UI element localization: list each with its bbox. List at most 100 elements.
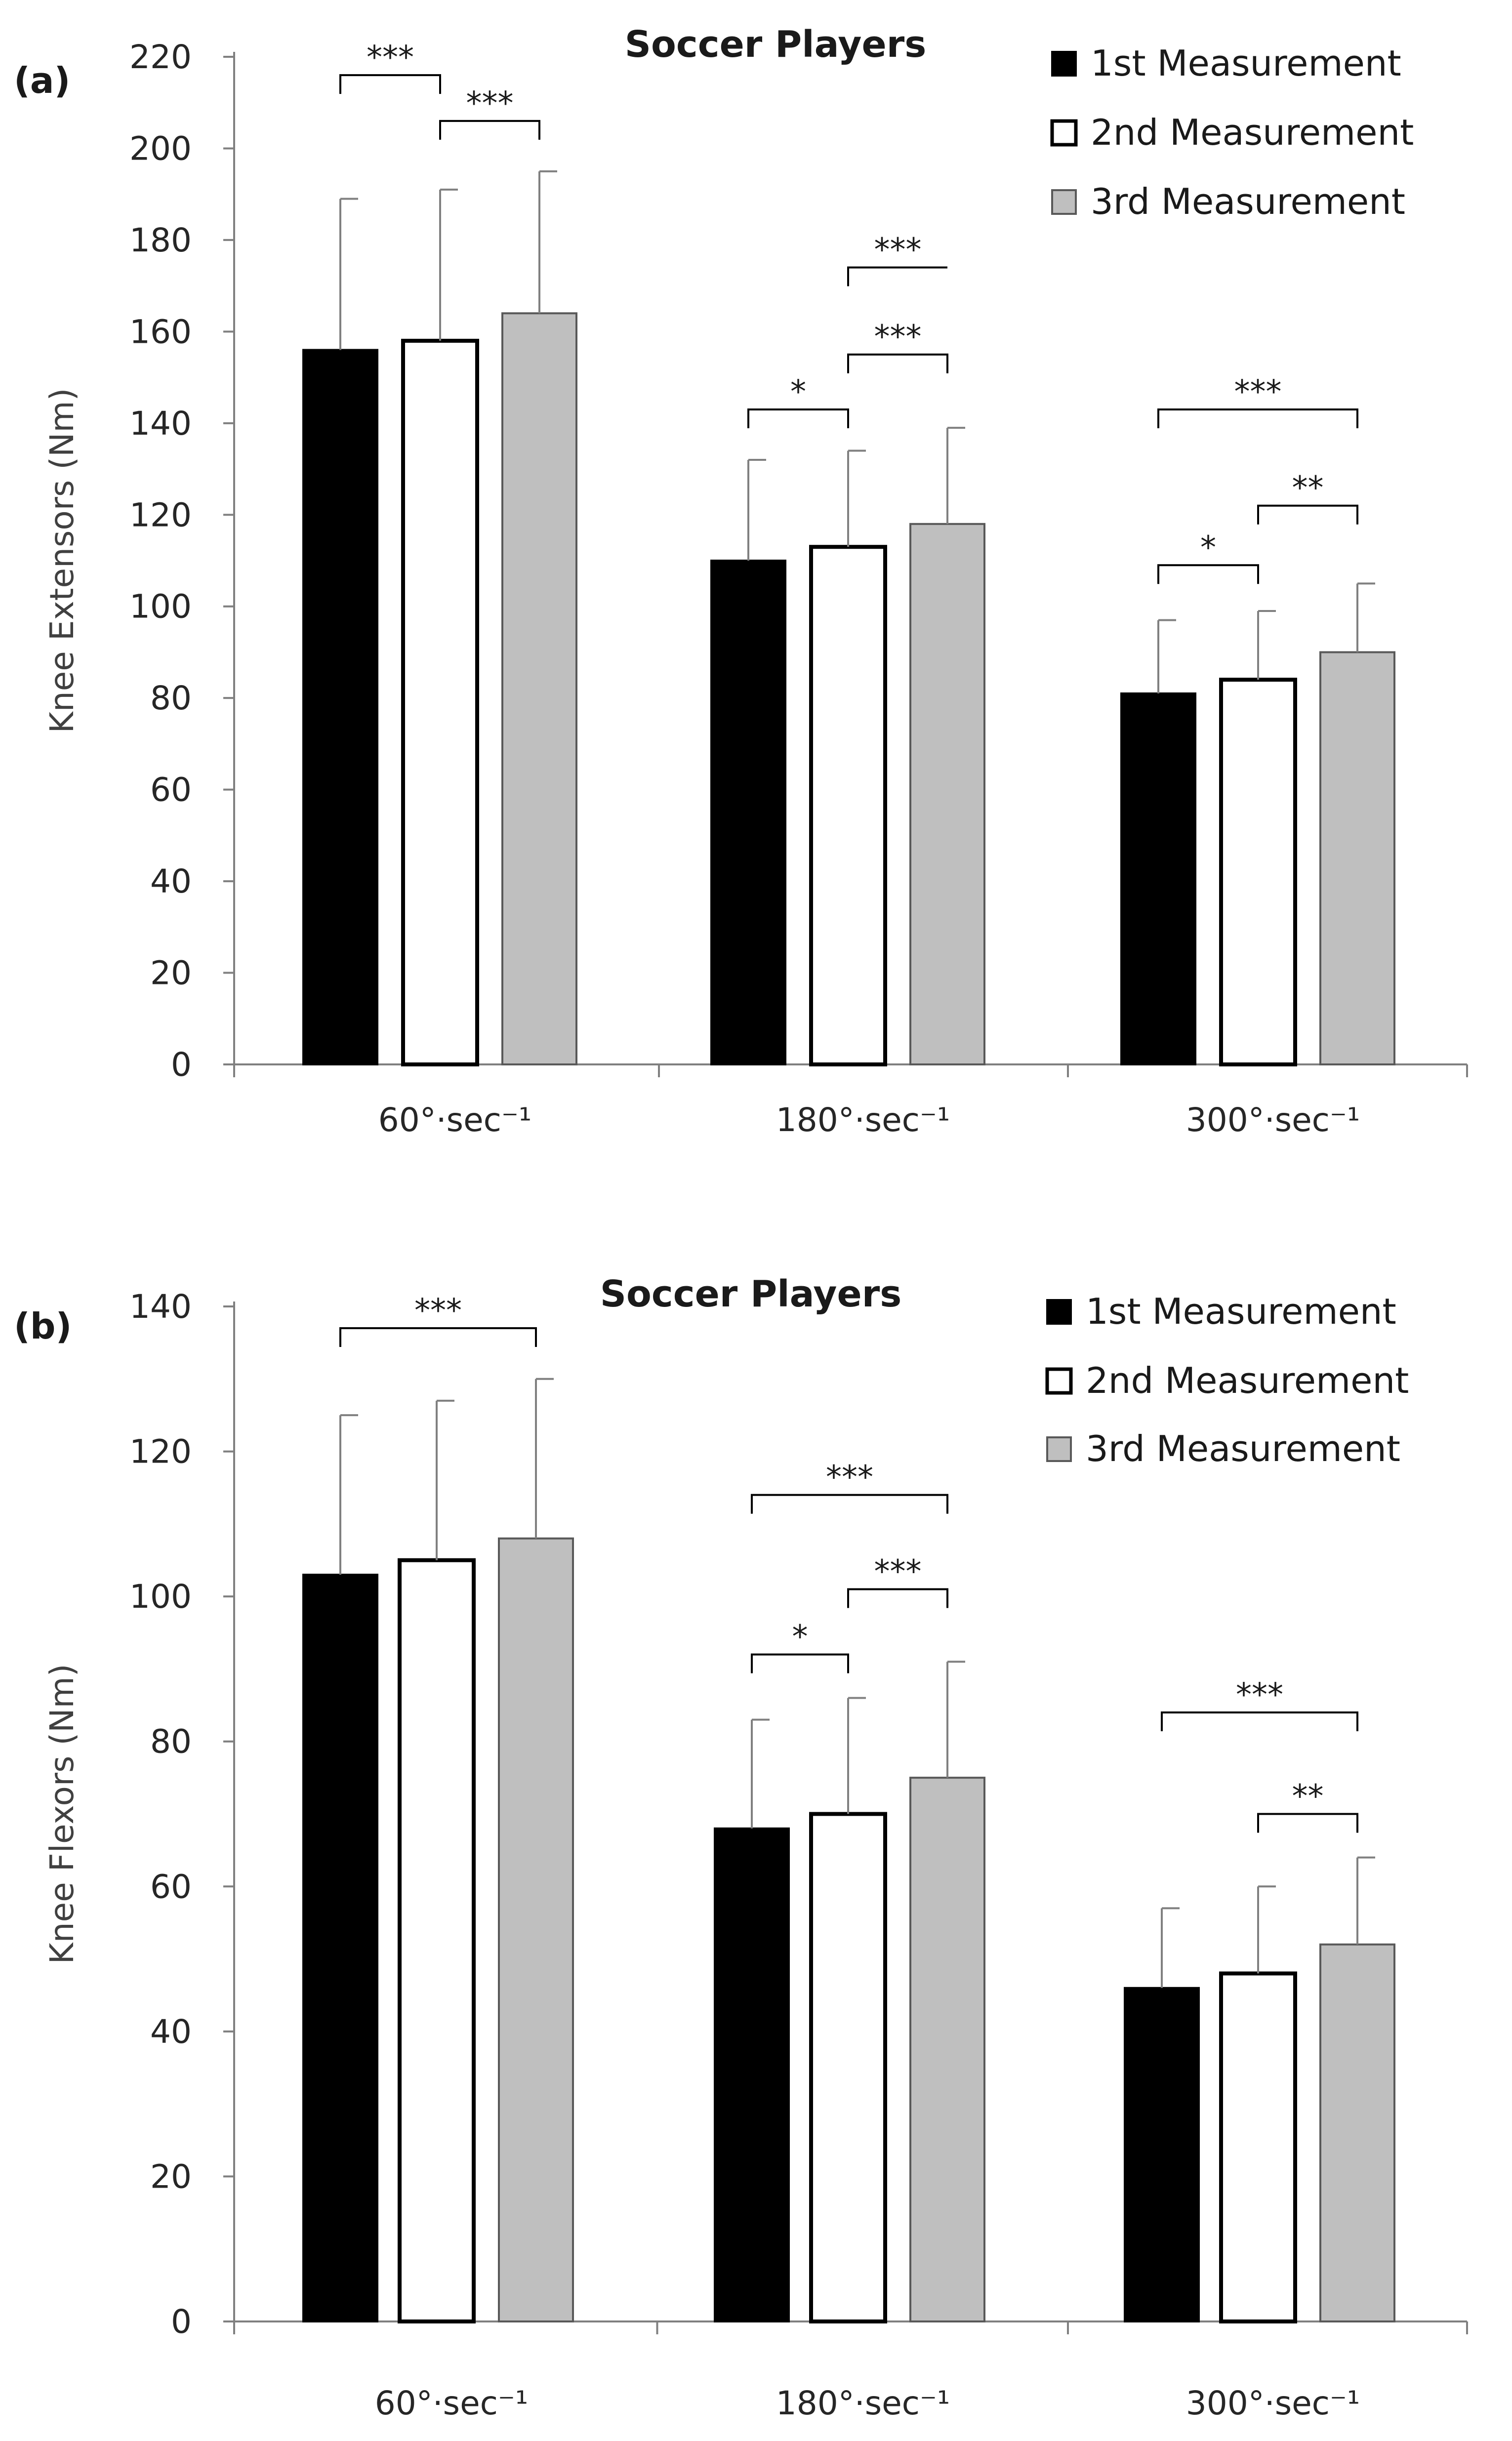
legend-label-3: 3rd Measurement [1086, 1428, 1400, 1469]
significance-bracket: *** [439, 85, 540, 140]
bracket-line [439, 120, 540, 140]
bracket-line [1157, 408, 1358, 428]
legend-swatch-2 [1050, 119, 1078, 147]
bar-1-3 [1120, 692, 1196, 1065]
legend-label-2: 2nd Measurement [1091, 112, 1414, 153]
significance-label: *** [1236, 1677, 1283, 1713]
bar-1-2 [714, 1827, 790, 2323]
bracket-line [1157, 564, 1259, 584]
chart-title: Soccer Players [600, 1273, 902, 1315]
significance-label: * [1200, 529, 1216, 566]
significance-label: *** [367, 40, 414, 76]
bracket-line [747, 408, 849, 428]
significance-bracket: * [751, 1619, 849, 1673]
bar-2-2 [809, 1812, 887, 2323]
legend-swatch-1 [1051, 51, 1077, 77]
legend-label-1: 1st Measurement [1091, 42, 1401, 84]
bracket-line [1161, 1711, 1358, 1731]
y-tick-label: 40 [150, 862, 192, 900]
bar-3-1 [501, 312, 577, 1065]
legend-swatch-2 [1045, 1367, 1073, 1395]
bracket-line [751, 1653, 849, 1673]
y-axis-label: Knee Extensors (Nm) [43, 388, 81, 733]
significance-bracket: *** [339, 40, 441, 94]
chart-panel-b: (b) Soccer Players Knee Flexors (Nm) 0 20 40 6… [14, 1273, 1468, 2422]
significance-bracket: * [747, 374, 849, 428]
significance-bracket: *** [751, 1460, 948, 1514]
panel-label: (a) [14, 60, 70, 101]
x-tick-label: 60°·sec⁻¹ [378, 1101, 532, 1139]
bar-1-1 [302, 1574, 378, 2322]
significance-label: *** [1234, 374, 1282, 410]
significance-bracket: ** [1257, 470, 1358, 525]
significance-label: * [792, 1619, 808, 1656]
significance-bracket: *** [339, 1293, 537, 1347]
bar-3-3 [1319, 1943, 1395, 2323]
significance-label: *** [874, 232, 922, 269]
bar-3-2 [909, 523, 985, 1065]
significance-label: *** [414, 1293, 462, 1329]
bar-2-1 [401, 338, 479, 1067]
y-tick-label: 40 [150, 2013, 192, 2051]
bracket-line [847, 1588, 948, 1608]
significance-bracket: ** [1257, 1779, 1358, 1833]
y-tick-label: 160 [129, 313, 192, 351]
bar-1-1 [302, 349, 378, 1065]
bar-1-3 [1124, 1987, 1200, 2322]
bracket-line [847, 266, 947, 286]
bar-3-3 [1319, 651, 1395, 1066]
x-tick-label: 300°·sec⁻¹ [1186, 2384, 1360, 2422]
y-tick-label: 20 [150, 2157, 192, 2196]
x-tick-label: 180°·sec⁻¹ [776, 2384, 950, 2422]
bracket-line [847, 353, 948, 373]
y-tick-label: 100 [129, 1578, 192, 1616]
legend: 1st Measurement 2nd Measurement 3rd Measur… [1045, 1291, 1409, 1469]
legend-swatch-1 [1046, 1299, 1072, 1325]
bar-3-2 [909, 1777, 985, 2322]
legend: 1st Measurement 2nd Measurement 3rd Measur… [1050, 42, 1414, 222]
x-tick-label: 300°·sec⁻¹ [1186, 1101, 1360, 1139]
significance-label: * [790, 374, 806, 410]
y-tick-label: 100 [129, 588, 192, 626]
legend-label-2: 2nd Measurement [1086, 1360, 1409, 1401]
bar-1-2 [710, 560, 786, 1065]
bar-3-1 [498, 1537, 574, 2323]
bar-2-3 [1219, 1971, 1297, 2323]
chart-panel-a: (a) Soccer Players Knee Extensors (Nm) 0 20 4… [14, 23, 1468, 1139]
y-axis-label: Knee Flexors (Nm) [43, 1664, 81, 1964]
significance-bracket: *** [1157, 374, 1358, 428]
y-tick-label: 140 [129, 1288, 192, 1326]
y-tick-label: 220 [129, 38, 192, 76]
legend-label-3: 3rd Measurement [1091, 181, 1405, 222]
significance-label: ** [1292, 1779, 1324, 1815]
significance-bracket: *** [1161, 1677, 1358, 1731]
significance-label: *** [874, 1553, 922, 1590]
panel-label: (b) [14, 1305, 72, 1347]
y-tick-label: 80 [150, 1723, 192, 1761]
significance-label: *** [826, 1460, 873, 1496]
y-tick-label: 0 [171, 1046, 192, 1084]
significance-bracket: * [1157, 529, 1259, 584]
y-tick-label: 180 [129, 221, 192, 259]
significance-bracket: *** [847, 1553, 948, 1608]
bar-2-3 [1219, 678, 1297, 1067]
y-tick-label: 140 [129, 405, 192, 443]
x-tick-label: 180°·sec⁻¹ [776, 1101, 950, 1139]
y-tick-label: 120 [129, 496, 192, 534]
significance-bracket: *** [847, 319, 948, 373]
y-tick-label: 60 [150, 1868, 192, 1906]
significance-label: *** [466, 85, 514, 122]
bracket-line [1257, 504, 1358, 525]
y-tick-label: 80 [150, 679, 192, 717]
y-tick-label: 200 [129, 129, 192, 167]
y-tick-label: 0 [171, 2303, 192, 2341]
significance-label: *** [874, 319, 922, 356]
chart-title: Soccer Players [625, 23, 927, 66]
y-tick-label: 60 [150, 771, 192, 809]
bracket-line [1257, 1813, 1358, 1833]
legend-swatch-3 [1051, 189, 1077, 215]
bar-2-2 [809, 545, 887, 1066]
bar-2-1 [398, 1558, 476, 2323]
bracket-line [339, 1327, 537, 1347]
